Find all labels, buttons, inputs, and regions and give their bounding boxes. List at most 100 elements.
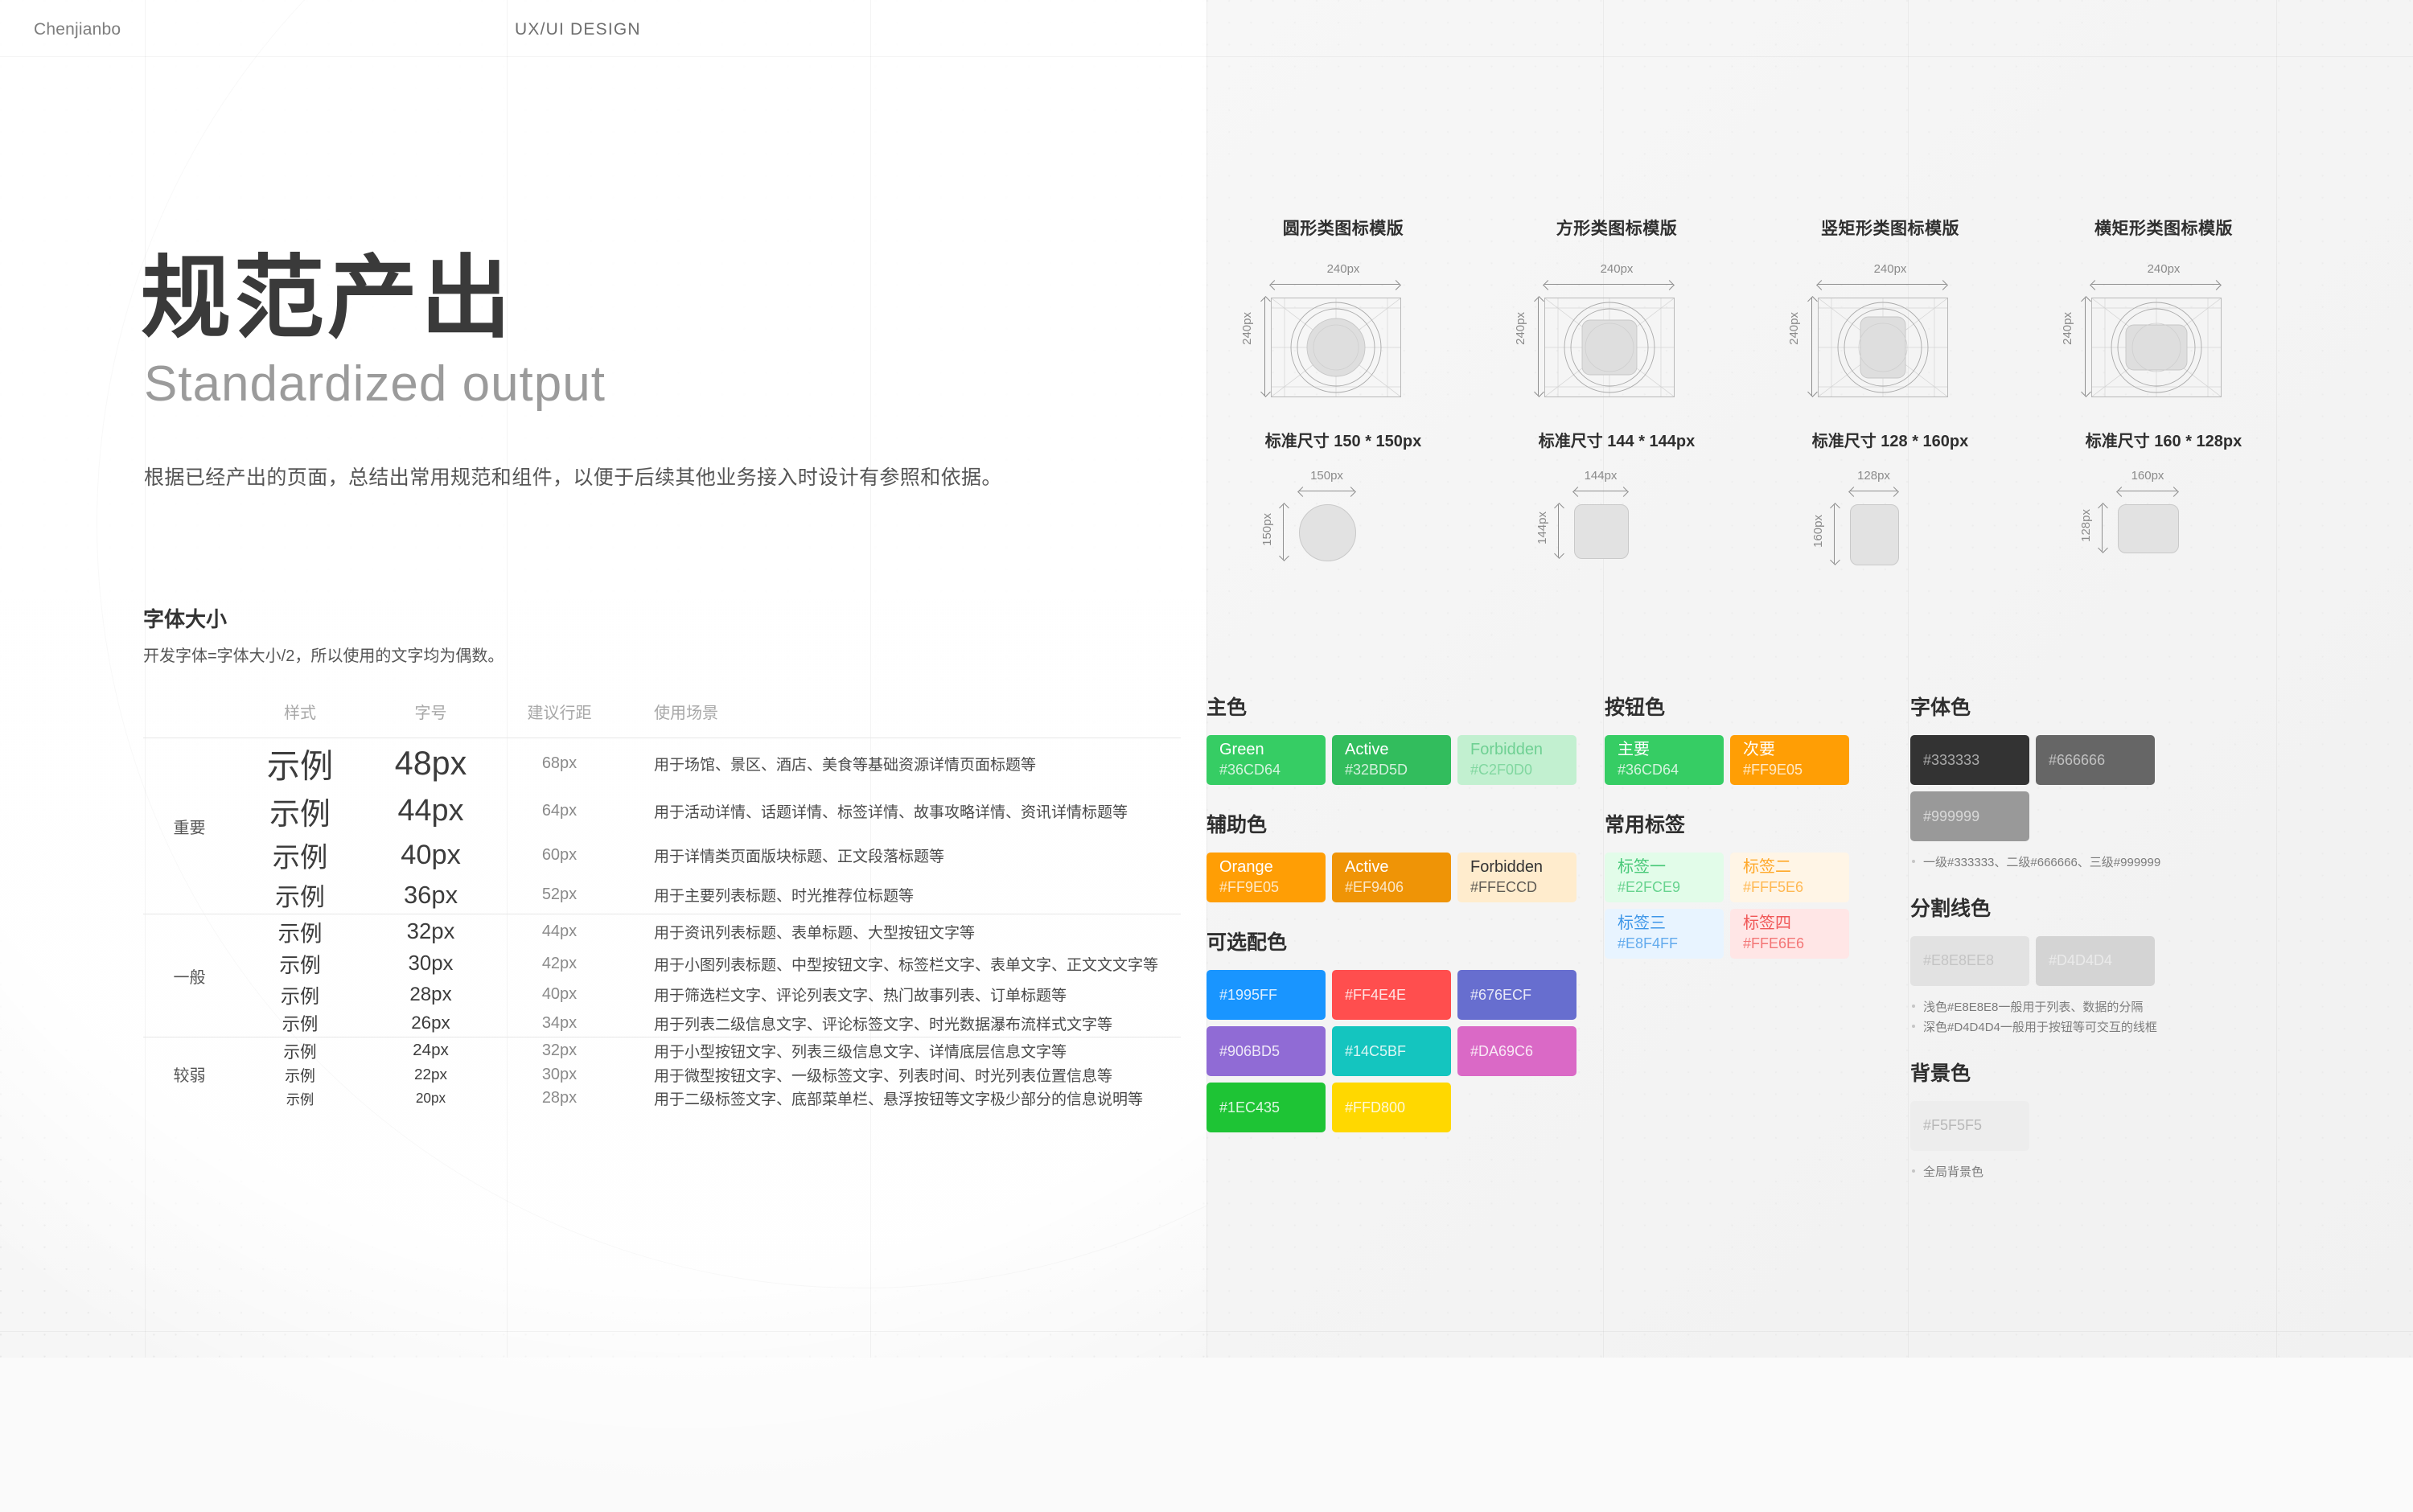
color-swatch[interactable]: #333333 [1910,735,2029,785]
swatch-name: 标签二 [1743,858,1791,877]
color-section-title: 常用标签 [1605,814,1686,836]
color-swatch[interactable]: #DA69C6 [1457,1026,1576,1076]
note-item: 一级#333333、二级#666666、三级#999999 [1910,853,2248,873]
swatch-name: Forbidden [1470,858,1544,877]
icon-template-card: 方形类图标模版 240px 240px 标准尺 [1480,216,1753,606]
swatch-hex: #906BD5 [1219,1042,1280,1059]
swatch-name: Active [1345,741,1389,759]
color-swatch[interactable]: 标签一 #E2FCE9 [1605,853,1724,902]
swatch-name: Forbidden [1470,741,1544,759]
row-level: 重要 [143,738,236,914]
usage-text: 用于筛选栏文字、评论列表文字、热门故事列表、订单标题等 [654,988,1067,1005]
swatch-name: 标签四 [1743,914,1791,933]
color-swatch[interactable]: #FF4E4E [1332,970,1451,1020]
swatch-grid: 标签一 #E2FCE9 标签二 #FFF5E6 标签三 #E8F4FF 标签四 #FFE6E6 [1605,853,1854,959]
shape-width-label: 150px [1310,469,1343,483]
size-value: 22px [414,1066,447,1083]
icon-template-title: 圆形类图标模版 [1282,220,1404,238]
row-level: 较弱 [143,1037,236,1110]
sample-text: 示例 [236,738,364,788]
icon-shape-preview [2118,504,2179,553]
swatch-grid: #F5F5F5 [1910,1100,2248,1151]
size-value: 30px [408,952,454,975]
row-level: 一般 [143,914,236,1037]
table-row: 一般 示例 32px 44px 用于资讯列表标题、表单标题、大型按钮文字等 [143,914,1181,1037]
color-swatch[interactable]: Orange #FF9E05 [1206,853,1326,902]
color-swatch[interactable]: #999999 [1910,791,2029,841]
table-row: 重要 示例 48px 68px 用于场馆、景区、酒店、美食等基础资源详情页面标题等 [143,738,1181,914]
size-value: 24px [364,1037,497,1063]
color-swatch[interactable]: Forbidden #C2F0D0 [1457,735,1576,785]
hero-section: 规范产出 Standardized output 根据已经产出的页面，总结出常用… [141,251,1002,491]
icon-shape-preview [1850,504,1899,565]
table-row: 较弱 示例 24px 32px 用于小型按钮文字、列表三级信息文字、详情底层信息文字等 [143,1037,1181,1110]
usage-text: 用于小型按钮文字、列表三级信息文字、详情底层信息文字等 [622,1037,1181,1063]
layout-guide [870,0,871,1358]
color-swatch[interactable]: 主要 #36CD64 [1605,735,1724,785]
color-swatch[interactable]: #F5F5F5 [1910,1100,2029,1151]
construction-grid [1271,298,1401,397]
canvas-width-label: 240px [1873,262,1907,276]
color-swatch[interactable]: 标签二 #FFF5E6 [1730,853,1849,902]
lineheight-value: 34px [541,1013,578,1032]
height-arrow [1811,298,1812,396]
swatch-hex: #F5F5F5 [1923,1117,1983,1134]
color-swatch[interactable]: Active #EF9406 [1332,853,1451,902]
color-swatch[interactable]: Green #36CD64 [1206,735,1326,785]
sample-text: 示例 [272,843,328,873]
icon-construction-stage: 240px 240px [2043,262,2284,407]
shape-width-label: 144px [1584,469,1618,483]
color-section: 可选配色 #1995FF #FF4E4E #676ECF #906BD5 #14C5BF #… [1206,927,1585,1132]
height-arrow [1538,298,1539,396]
color-section: 背景色 #F5F5F5 全局背景色 [1910,1058,2248,1183]
icon-template-title: 方形类图标模版 [1556,220,1678,238]
color-swatch[interactable]: #1995FF [1206,970,1326,1020]
color-swatch[interactable]: #1EC435 [1206,1083,1326,1132]
color-swatch[interactable]: #E8E8EE8 [1910,935,2029,986]
swatch-hex: #DA69C6 [1470,1042,1534,1059]
table-row: 示例 20px 28px 用于二级标签文字、底部菜单栏、悬浮按钮等文字极少部分的信息说… [143,1087,1181,1110]
swatch-hex: #333333 [1923,751,1980,768]
usage-text: 用于详情类页面版块标题、正文段落标题等 [654,848,945,865]
page-title: 规范产出 [141,248,514,348]
usage-text: 用于微型按钮文字、一级标签文字、列表时间、时光列表位置信息等 [654,1068,1113,1085]
swatch-name: 主要 [1618,741,1650,759]
swatch-hex: #FFECCD [1470,879,1538,896]
construction-grid [1544,298,1675,397]
color-swatch[interactable]: #FFD800 [1332,1083,1451,1132]
size-value: 26px [411,1013,450,1033]
color-swatch[interactable]: #D4D4D4 [2036,935,2155,986]
hero-description: 根据已经产出的页面，总结出常用规范和组件，以便于后续其他业务接入时设计有参照和依… [144,466,1002,489]
color-swatch[interactable]: #14C5BF [1332,1026,1451,1076]
swatch-hex: #14C5BF [1345,1042,1407,1059]
color-swatch[interactable]: Active #32BD5D [1332,735,1451,785]
color-swatch[interactable]: 次要 #FF9E05 [1730,735,1849,785]
icon-grid-svg [1271,298,1401,397]
font-size-title: 字体大小 [143,607,228,631]
color-swatch[interactable]: #906BD5 [1206,1026,1326,1076]
swatch-hex: #FF9E05 [1219,879,1280,896]
shape-height-arrow [2102,504,2103,552]
swatch-grid: 主要 #36CD64 次要 #FF9E05 [1605,735,1894,785]
canvas-width-label: 240px [2147,262,2181,276]
font-size-section: 字体大小 开发字体=字体大小/2，所以使用的文字均为偶数。 样式 字号 建议行距… [143,603,1181,1110]
color-section: 辅助色 Orange #FF9E05 Active #EF9406 Forbidden #F… [1206,809,1585,902]
swatch-name: Active [1345,858,1389,877]
icon-construction-stage: 240px 240px [1496,262,1737,407]
color-swatch[interactable]: Forbidden #FFECCD [1457,853,1576,902]
usage-text: 用于二级标签文字、底部菜单栏、悬浮按钮等文字极少部分的信息说明等 [654,1091,1144,1108]
icon-standard-size: 标准尺寸 144 * 144px [1538,433,1696,450]
color-swatch[interactable]: 标签三 #E8F4FF [1605,909,1724,959]
color-swatch[interactable]: #676ECF [1457,970,1576,1020]
color-swatch[interactable]: #666666 [2036,735,2155,785]
icon-template-card: 圆形类图标模版 240px 240px 标准尺 [1206,216,1480,606]
swatch-hex: #E8F4FF [1618,935,1679,952]
swatch-grid: Green #36CD64 Active #32BD5D Forbidden #C2F0D… [1206,735,1585,785]
color-column-right: 字体色 #333333 #666666 #999999 一级#333333、二级#666… [1910,692,2248,1182]
icon-template-title: 横矩形类图标模版 [2094,220,2233,238]
color-section: 常用标签标签一 #E2FCE9 标签二 #FFF5E6 标签三 #E8F4FF 标签四 #FF… [1605,809,1894,959]
font-size-subtitle: 开发字体=字体大小/2，所以使用的文字均为偶数。 [143,647,504,665]
icon-construction-stage: 240px 240px [1770,262,2011,407]
color-swatch[interactable]: 标签四 #FFE6E6 [1730,909,1849,959]
lineheight-value: 68px [497,738,622,788]
